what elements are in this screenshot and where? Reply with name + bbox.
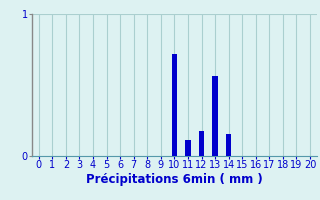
Bar [172, 54, 177, 156]
Bar [185, 140, 191, 156]
Bar [199, 131, 204, 156]
X-axis label: Précipitations 6min ( mm ): Précipitations 6min ( mm ) [86, 173, 263, 186]
Bar [212, 76, 218, 156]
Bar [226, 134, 231, 156]
